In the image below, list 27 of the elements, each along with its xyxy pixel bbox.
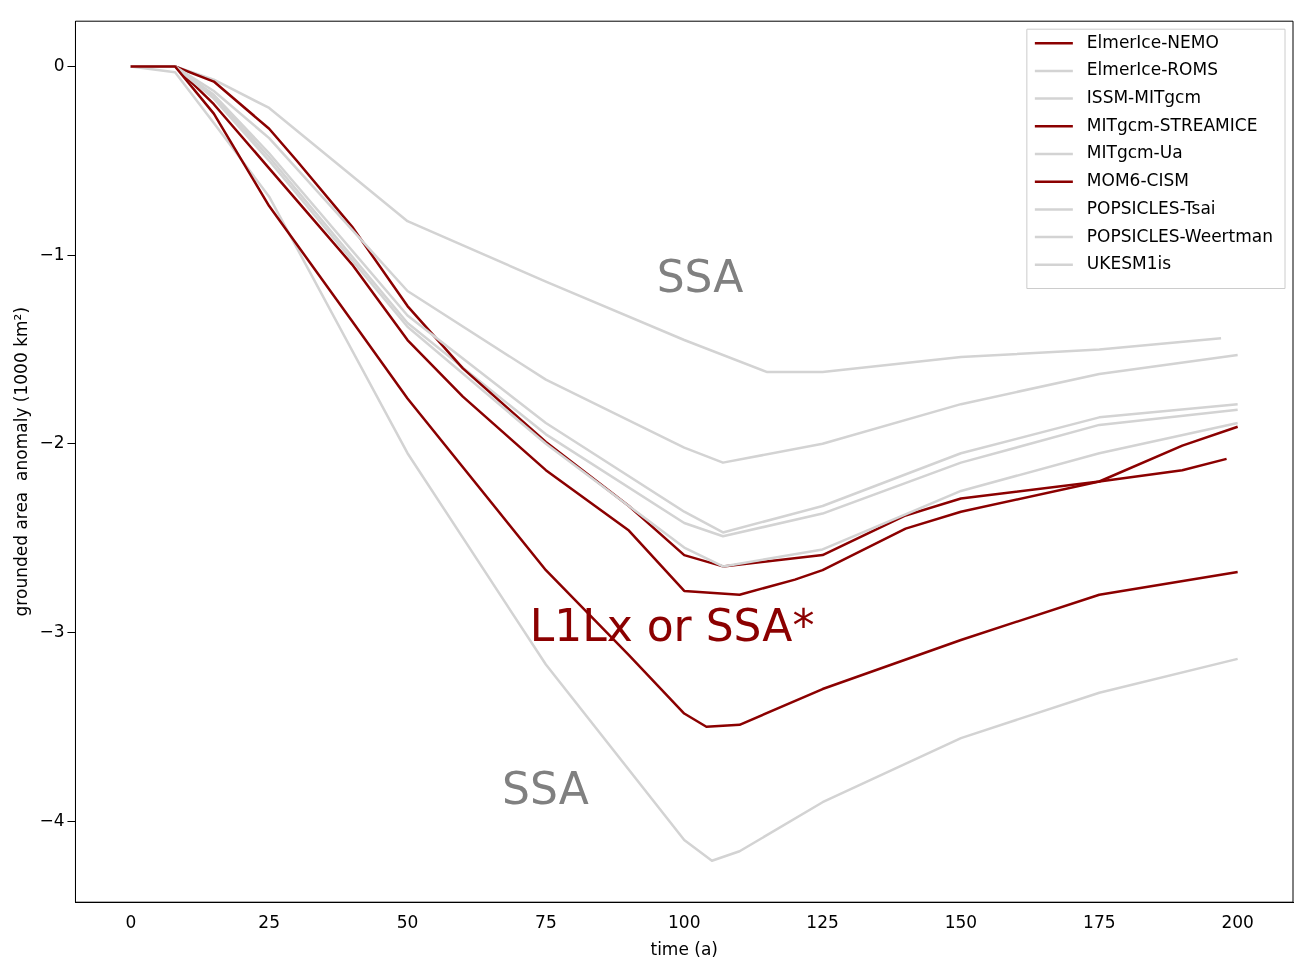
legend-label: ElmerIce-NEMO xyxy=(1086,31,1219,52)
x-tick-label: 100 xyxy=(668,911,701,932)
x-tick-label: 75 xyxy=(535,911,557,932)
y-tick-label: −3 xyxy=(39,620,65,641)
legend-label: ElmerIce-ROMS xyxy=(1086,59,1218,80)
legend-label: MITgcm-STREAMICE xyxy=(1086,114,1258,135)
x-tick-label: 25 xyxy=(258,911,280,932)
x-tick-label: 150 xyxy=(944,911,978,932)
annotation: SSA xyxy=(502,763,589,815)
legend-label: MOM6-CISM xyxy=(1086,170,1189,191)
x-tick-label: 175 xyxy=(1083,911,1116,932)
annotation: SSA xyxy=(656,250,744,302)
y-axis-title: grounded area anomaly (1000 km²) xyxy=(10,306,31,617)
y-tick-label: −1 xyxy=(39,243,65,264)
x-axis-title: time (a) xyxy=(650,939,718,960)
y-tick-label: −4 xyxy=(39,809,65,830)
legend-label: UKESM1is xyxy=(1086,253,1172,274)
legend-label: POPSICLES-Tsai xyxy=(1086,197,1216,218)
x-tick-label: 200 xyxy=(1221,911,1254,932)
legend-label: ISSM-MITgcm xyxy=(1086,87,1202,108)
legend-label: POPSICLES-Weertman xyxy=(1086,225,1274,246)
x-tick-label: 0 xyxy=(125,911,137,932)
x-tick-label: 50 xyxy=(396,911,419,932)
y-tick-label: −2 xyxy=(39,432,65,453)
y-tick-label: 0 xyxy=(53,54,65,75)
legend-label: MITgcm-Ua xyxy=(1086,142,1183,163)
x-tick-label: 125 xyxy=(806,911,839,932)
